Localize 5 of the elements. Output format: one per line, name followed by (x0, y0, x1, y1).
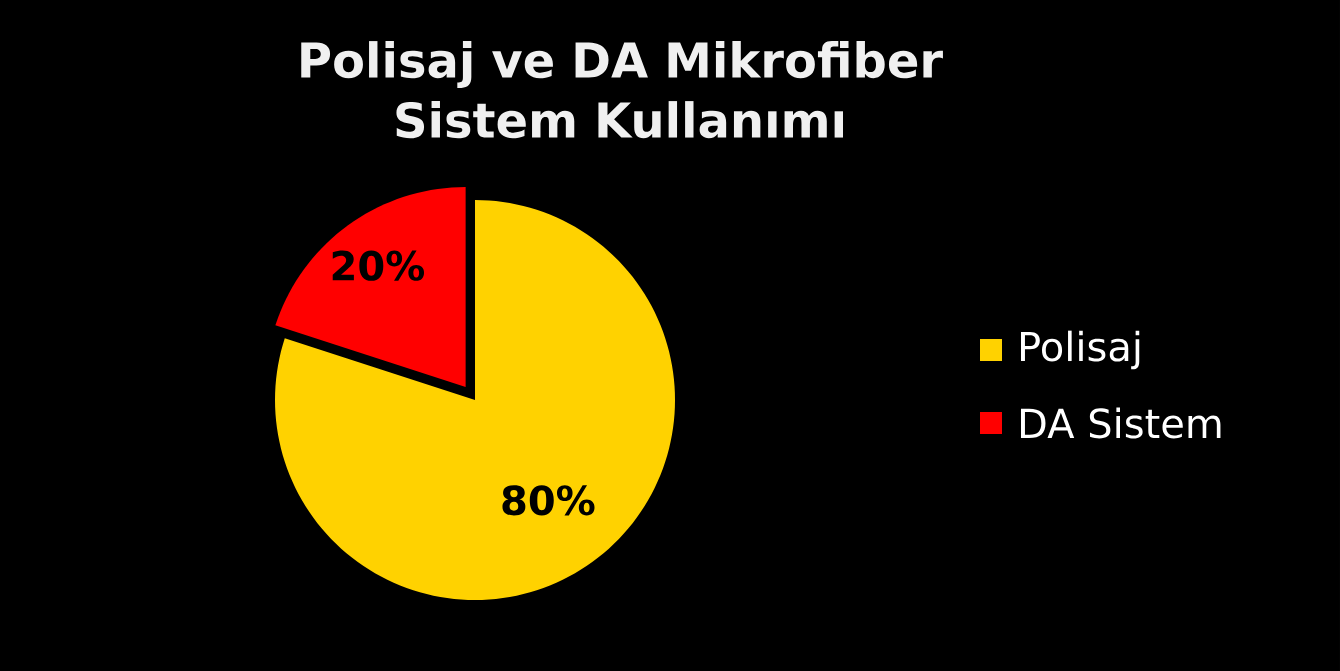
legend-label: Polisaj (1020, 330, 1140, 370)
legend-label: DA Sistem (1020, 407, 1221, 439)
data-label: 20% (332, 250, 425, 281)
data-label: 80% (502, 485, 595, 516)
chart-title: Polisaj ve DA Mikrofiber Sistem Kullanımı (301, 41, 943, 139)
